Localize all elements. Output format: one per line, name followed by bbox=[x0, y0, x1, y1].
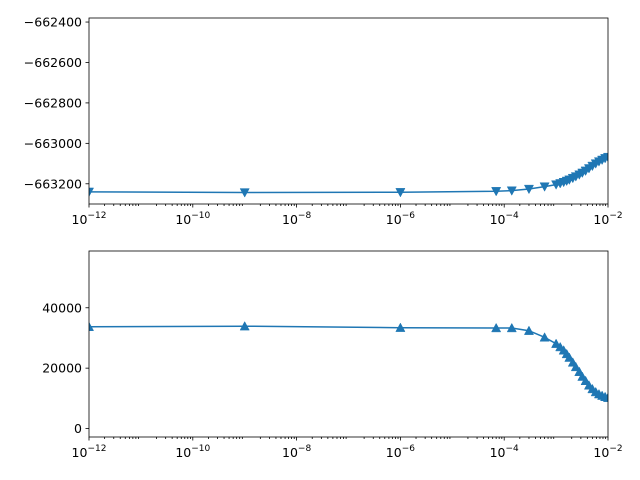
data-point bbox=[89, 321, 95, 331]
series-markers bbox=[89, 152, 608, 198]
data-point bbox=[602, 152, 608, 163]
x-tick-label: 10−10 bbox=[175, 211, 210, 227]
data-point bbox=[523, 184, 534, 195]
x-tick-label: 10−6 bbox=[386, 211, 415, 227]
x-tick-label: 10−10 bbox=[175, 444, 210, 460]
x-tick-label: 10−2 bbox=[593, 444, 622, 460]
y-tick-label: −662400 bbox=[24, 15, 82, 30]
x-tick-label: 10−4 bbox=[490, 444, 519, 460]
y-tick-label: −662800 bbox=[24, 95, 82, 110]
data-point bbox=[239, 188, 250, 198]
series-markers bbox=[89, 321, 608, 402]
top-plot: 10−12 10−10 10−8 10−6 10−4 10−2 −662400 −662600… bbox=[24, 15, 623, 227]
bottom-plot: 10−12 10−10 10−8 10−6 10−4 10−2 0 20000 40000 bbox=[42, 250, 623, 460]
data-point bbox=[539, 182, 550, 192]
data-point bbox=[89, 187, 95, 197]
data-point bbox=[564, 352, 575, 362]
y-tick-label: −663000 bbox=[24, 136, 82, 151]
y-tick-label: 20000 bbox=[42, 361, 82, 376]
data-point bbox=[602, 392, 608, 402]
x-tick-label: 10−8 bbox=[282, 444, 311, 460]
x-tick-label: 10−8 bbox=[282, 211, 311, 227]
y-tick-label: 0 bbox=[74, 421, 82, 436]
data-point bbox=[395, 188, 406, 198]
axes-frame bbox=[88, 17, 609, 205]
x-tick-label: 10−12 bbox=[72, 444, 107, 460]
data-point bbox=[506, 322, 517, 333]
y-tick-label: 40000 bbox=[42, 300, 82, 315]
y-tick-label: −663200 bbox=[24, 176, 82, 191]
x-tick-label: 10−4 bbox=[490, 211, 519, 227]
x-tick-label: 10−2 bbox=[593, 211, 622, 227]
x-tick-label: 10−12 bbox=[72, 211, 107, 227]
data-point bbox=[506, 186, 517, 196]
data-point bbox=[570, 361, 581, 372]
x-tick-label: 10−6 bbox=[386, 444, 415, 460]
data-point bbox=[491, 322, 502, 333]
data-point bbox=[539, 332, 550, 342]
data-point bbox=[523, 325, 534, 335]
axes-frame bbox=[88, 250, 609, 438]
data-point bbox=[491, 187, 502, 197]
data-point bbox=[239, 321, 250, 331]
data-point bbox=[395, 322, 406, 332]
y-tick-label: −662600 bbox=[24, 55, 82, 70]
